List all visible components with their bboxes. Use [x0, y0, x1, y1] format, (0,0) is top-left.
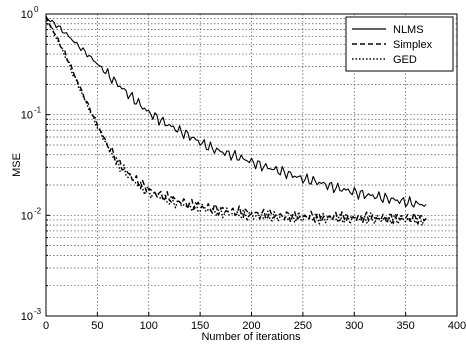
x-tick-label: 200	[242, 320, 260, 332]
y-tick-label: 10	[21, 210, 33, 222]
series-line-nlms	[45, 17, 427, 208]
legend: NLMS Simplex GED	[345, 16, 454, 72]
legend-label-simplex: Simplex	[393, 39, 433, 51]
y-tick-exponent: 0	[34, 5, 39, 14]
x-tick-label: 0	[43, 320, 49, 332]
x-tick-label: 250	[294, 320, 312, 332]
x-axis-label: Number of iterations	[201, 331, 301, 343]
x-tick-label: 300	[345, 320, 363, 332]
legend-label-nlms: NLMS	[393, 24, 424, 36]
series-lines	[45, 16, 427, 227]
legend-label-ged: GED	[393, 54, 417, 66]
series-line-ged	[45, 16, 427, 227]
y-tick-exponent: -2	[34, 206, 42, 215]
y-tick-label: 10	[21, 9, 33, 21]
x-tick-label: 150	[191, 320, 209, 332]
x-tick-label: 100	[140, 320, 158, 332]
y-tick-exponent: -3	[34, 307, 42, 316]
y-tick-label: 10	[21, 110, 33, 122]
y-tick-exponent: -1	[34, 106, 42, 115]
y-tick-label: 10	[21, 311, 33, 323]
y-axis-label: MSE	[11, 153, 23, 177]
x-tick-label: 400	[448, 320, 466, 332]
x-tick-label: 350	[396, 320, 414, 332]
x-tick-label: 50	[91, 320, 103, 332]
series-line-simplex	[45, 16, 427, 225]
